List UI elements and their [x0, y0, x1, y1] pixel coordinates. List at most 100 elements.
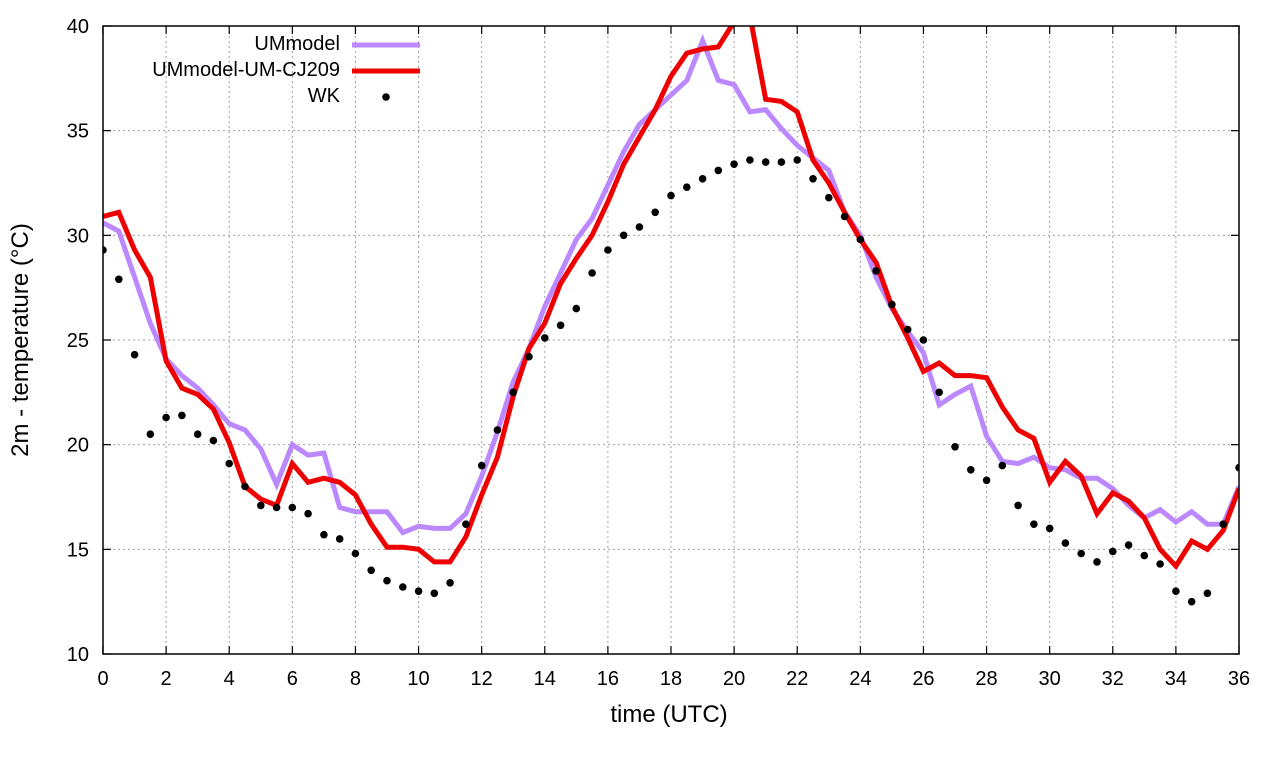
- data-point-wk: [746, 156, 754, 164]
- data-point-wk: [698, 175, 707, 183]
- data-point-wk: [761, 158, 770, 166]
- data-point-wk: [130, 350, 139, 359]
- data-point-wk: [525, 352, 533, 361]
- data-point-wk: [919, 336, 928, 344]
- data-point-wk: [462, 520, 470, 528]
- data-point-wk: [1093, 558, 1101, 566]
- data-point-wk: [1140, 551, 1149, 560]
- data-point-wk: [825, 193, 833, 202]
- data-point-wk: [399, 583, 407, 591]
- legend-label-ummodel: UMmodel: [254, 33, 340, 55]
- data-point-wk: [477, 461, 486, 470]
- data-point-wk: [320, 530, 328, 539]
- x-tick-label: 14: [534, 668, 556, 690]
- data-point-wk: [493, 426, 502, 434]
- data-point-wk: [793, 156, 801, 164]
- x-tick-label: 22: [786, 668, 808, 690]
- x-axis-title: time (UTC): [610, 701, 727, 728]
- x-tick-label: 24: [849, 668, 871, 690]
- x-tick-label: 20: [723, 668, 745, 690]
- data-point-wk: [103, 246, 107, 254]
- data-point-wk: [619, 231, 628, 240]
- data-point-wk: [1156, 560, 1164, 568]
- data-point-wk: [935, 388, 943, 397]
- data-point-wk: [572, 304, 581, 313]
- x-tick-label: 26: [912, 668, 934, 690]
- data-point-wk: [951, 443, 959, 451]
- data-point-wk: [856, 235, 865, 244]
- data-point-wk: [115, 275, 123, 284]
- y-tick-label: 25: [67, 330, 89, 352]
- x-tick-label: 28: [975, 668, 997, 690]
- x-tick-label: 36: [1228, 668, 1250, 690]
- data-point-wk: [1124, 541, 1133, 549]
- x-tick-label: 4: [224, 668, 235, 690]
- data-point-wk: [556, 321, 565, 330]
- data-point-wk: [304, 509, 312, 518]
- data-point-wk: [635, 223, 644, 231]
- data-point-wk: [1014, 501, 1022, 510]
- x-tick-label: 30: [1039, 668, 1061, 690]
- data-point-wk: [446, 579, 454, 587]
- x-tick-label: 18: [660, 668, 682, 690]
- legend-label-wk: WK: [308, 85, 341, 107]
- data-point-wk: [241, 482, 249, 491]
- data-point-wk: [888, 300, 896, 309]
- data-point-wk: [509, 388, 517, 397]
- data-point-wk: [872, 267, 880, 275]
- data-point-wk: [667, 191, 675, 200]
- data-point-wk: [1077, 549, 1085, 558]
- data-point-wk: [541, 334, 549, 342]
- data-point-wk: [257, 501, 265, 510]
- data-point-wk: [840, 212, 849, 221]
- data-point-wk: [351, 549, 360, 558]
- data-point-wk: [1061, 539, 1070, 547]
- data-point-wk: [430, 589, 439, 598]
- y-tick-label: 30: [67, 225, 89, 247]
- y-tick-label: 40: [67, 16, 89, 38]
- y-tick-label: 20: [67, 435, 89, 457]
- data-point-wk: [1030, 520, 1038, 528]
- y-tick-label: 35: [67, 121, 89, 143]
- gridlines: [103, 26, 1239, 654]
- data-point-wk: [982, 476, 991, 485]
- data-point-wk: [1187, 597, 1196, 606]
- x-tick-label: 34: [1165, 668, 1187, 690]
- data-point-wk: [272, 503, 281, 512]
- x-tick-label: 2: [161, 668, 172, 690]
- y-tick-label: 15: [67, 539, 89, 561]
- y-axis-title: 2m - temperature (°C): [7, 223, 34, 457]
- x-tick-labels: 0 2 4 6 8 10 12 14 16 18 20 22 24 26 28 30 32 34 36: [97, 668, 1250, 690]
- data-point-wk: [604, 246, 612, 254]
- data-point-wk: [777, 158, 786, 166]
- x-tick-label: 32: [1102, 668, 1124, 690]
- series-line-ummodel-um-cj209: [103, 26, 1239, 571]
- data-point-wk: [335, 535, 344, 543]
- data-point-wk: [1109, 547, 1117, 556]
- x-tick-label: 0: [97, 668, 108, 690]
- data-point-wk: [146, 430, 155, 439]
- data-point-wk: [967, 466, 975, 474]
- data-point-wk: [683, 183, 691, 191]
- data-point-wk: [414, 587, 423, 595]
- x-tick-label: 16: [597, 668, 619, 690]
- data-point-wk: [1045, 524, 1054, 533]
- data-point-wk: [193, 430, 202, 439]
- x-tick-label: 8: [350, 668, 361, 690]
- data-point-wk: [178, 411, 186, 420]
- series-line-ummodel: [103, 33, 1239, 536]
- y-tick-labels: 10 15 20 25 30 35 40: [67, 16, 89, 666]
- data-point-wk: [1203, 589, 1212, 598]
- data-point-wk: [998, 461, 1007, 470]
- data-point-wk: [367, 566, 376, 575]
- series-group: [103, 26, 1239, 606]
- data-point-wk: [714, 166, 723, 175]
- data-point-wk: [209, 436, 218, 445]
- data-point-wk: [730, 160, 738, 168]
- x-tick-label: 12: [471, 668, 493, 690]
- data-point-wk: [903, 325, 912, 334]
- data-point-wk: [1219, 520, 1227, 528]
- legend-label-ummodel-um-cj209: UMmodel-UM-CJ209: [152, 59, 340, 81]
- data-point-wk: [225, 459, 233, 468]
